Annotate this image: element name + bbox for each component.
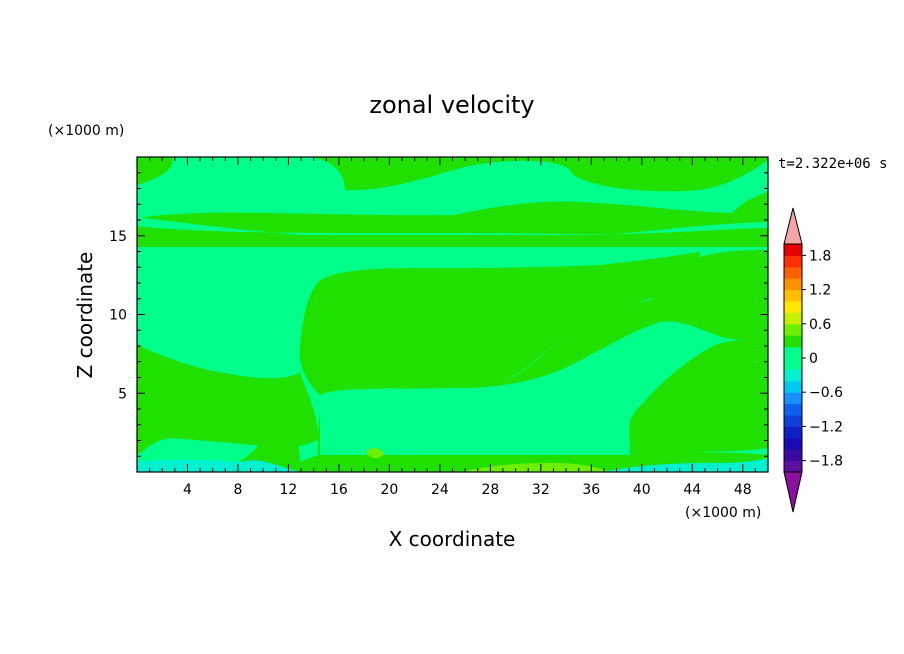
x-tick-label: 24 — [431, 482, 449, 498]
colorbar-tick-label: 1.2 — [809, 283, 831, 299]
contour-region — [137, 157, 768, 218]
colorbar: 1.8 1.2 0.6 0 −0.6 −1.2 −1.8 — [783, 207, 843, 513]
colorbar-segment — [784, 460, 802, 473]
y-unit-label: (×1000 m) — [48, 123, 124, 139]
colorbar-segment — [784, 335, 802, 348]
contour-region — [137, 345, 318, 455]
x-unit-label: (×1000 m) — [685, 505, 761, 521]
x-tick-label: 40 — [633, 482, 651, 498]
x-tick-label: 8 — [233, 482, 242, 498]
contour-region — [299, 252, 700, 395]
x-tick-label: 36 — [582, 482, 600, 498]
colorbar-segment — [784, 278, 802, 291]
colorbar-tick-label: 0.6 — [809, 317, 831, 333]
colorbar-segment — [784, 403, 802, 416]
x-axis: 4 8 12 16 20 24 28 32 36 40 44 48 — [149, 157, 756, 498]
colorbar-segment — [784, 369, 802, 382]
y-tick-label: 15 — [109, 229, 127, 245]
y-axis: 5 10 15 — [109, 172, 768, 457]
colorbar-tick-label: −0.6 — [809, 385, 843, 401]
y-axis-label: Z coordinate — [73, 252, 97, 379]
colorbar-segment — [784, 266, 802, 279]
x-tick-label: 12 — [280, 482, 298, 498]
colorbar-tick-label: −1.8 — [809, 454, 843, 470]
colorbar-segment — [784, 346, 802, 359]
contour-region — [137, 459, 300, 472]
x-axis-label: X coordinate — [389, 527, 516, 551]
x-tick-label: 44 — [683, 482, 701, 498]
colorbar-segment — [784, 392, 802, 405]
time-label: t=2.322e+06 s — [778, 156, 888, 172]
colorbar-segment — [784, 301, 802, 313]
contour-region — [270, 444, 288, 465]
chart-title: zonal velocity — [369, 91, 534, 119]
colorbar-segment — [784, 437, 802, 450]
x-tick-label: 48 — [734, 482, 752, 498]
x-tick-label: 16 — [330, 482, 348, 498]
contour-region — [630, 340, 768, 455]
contour-region — [460, 462, 610, 472]
colorbar-extend-high — [783, 207, 803, 245]
colorbar-segment — [784, 415, 802, 427]
y-tick-label: 5 — [118, 386, 127, 402]
colorbar-tick-label: 1.8 — [809, 248, 831, 264]
contour-region — [366, 448, 384, 459]
x-tick-label: 32 — [532, 482, 550, 498]
colorbar-segment — [784, 255, 802, 268]
contour-field — [137, 157, 768, 472]
colorbar-segment — [784, 289, 802, 302]
colorbar-segment — [784, 358, 802, 370]
x-tick-label: 4 — [183, 482, 192, 498]
colorbar-segment — [784, 312, 802, 325]
y-tick-label: 10 — [109, 308, 127, 324]
colorbar-segment — [784, 244, 802, 256]
x-tick-label: 28 — [481, 482, 499, 498]
colorbar-segment — [784, 449, 802, 462]
colorbar-segment — [784, 380, 802, 393]
x-tick-label: 20 — [380, 482, 398, 498]
colorbar-tick-label: 0 — [809, 351, 818, 367]
colorbar-extend-low — [783, 471, 803, 513]
colorbar-segment — [784, 426, 802, 439]
colorbar-segment — [784, 323, 802, 336]
colorbar-tick-label: −1.2 — [809, 419, 843, 435]
